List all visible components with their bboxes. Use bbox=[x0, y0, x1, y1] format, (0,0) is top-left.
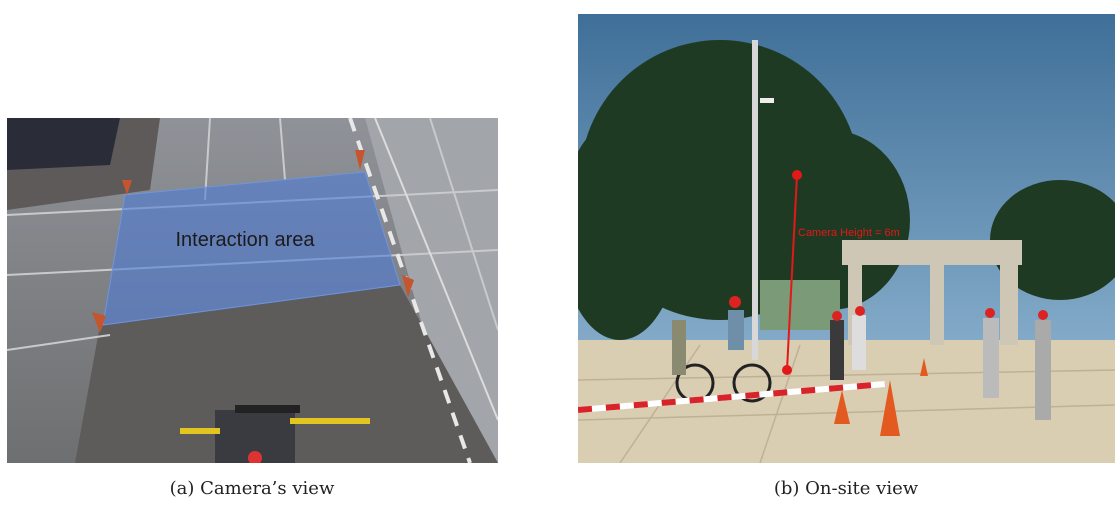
ellipse-shape bbox=[560, 120, 680, 340]
circle-shape bbox=[985, 308, 995, 318]
height-top bbox=[792, 170, 802, 180]
rect-shape bbox=[852, 315, 866, 370]
rect-shape bbox=[235, 405, 300, 413]
circle-shape bbox=[1038, 310, 1048, 320]
interaction-label: Interaction area bbox=[176, 229, 316, 251]
height-label: Camera Height = 6m bbox=[798, 227, 900, 239]
camera bbox=[760, 98, 774, 103]
camera-view-photo: Interaction area bbox=[7, 118, 498, 465]
camera-pole bbox=[752, 40, 758, 360]
caption: (a) Camera’s view bbox=[170, 478, 335, 499]
circle-shape bbox=[855, 306, 865, 316]
hut bbox=[760, 280, 840, 330]
rect-shape bbox=[180, 428, 220, 434]
caption: (b) On-site view bbox=[774, 478, 919, 499]
rect-shape bbox=[1035, 320, 1051, 420]
height-bottom bbox=[782, 365, 792, 375]
circle-shape bbox=[248, 451, 262, 465]
rect-shape bbox=[728, 310, 744, 350]
on-site-photo: Camera Height = 6m bbox=[560, 14, 1115, 463]
rect-shape bbox=[1000, 265, 1018, 345]
figure: Interaction area bbox=[0, 0, 1115, 505]
rect-shape bbox=[830, 320, 844, 380]
rect-shape bbox=[672, 320, 686, 375]
rect-shape bbox=[983, 318, 999, 398]
page: Interaction area bbox=[0, 0, 1115, 505]
rect-shape bbox=[842, 240, 1022, 265]
dark-corner bbox=[7, 118, 120, 170]
circle-shape bbox=[832, 311, 842, 321]
rect-shape bbox=[290, 418, 370, 424]
rect-shape bbox=[930, 265, 944, 345]
circle-shape bbox=[729, 296, 741, 308]
